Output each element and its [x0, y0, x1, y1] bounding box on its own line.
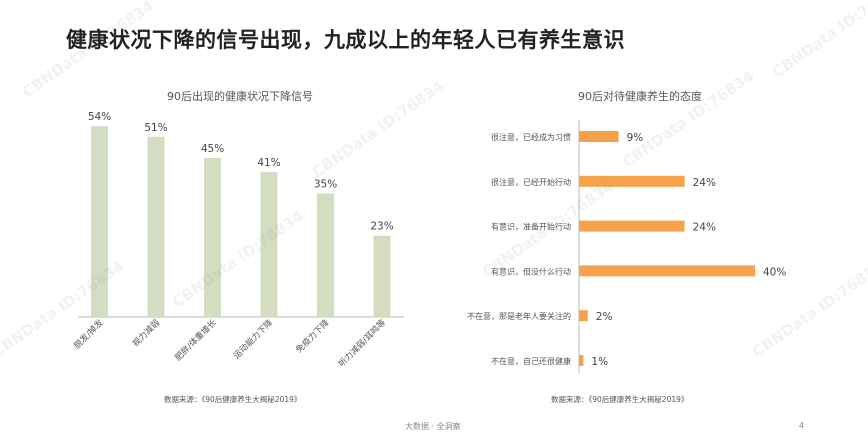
bar-value-label: 23%: [370, 221, 393, 233]
bar-2: [579, 220, 685, 232]
category-label: 不在意，自己还很健康: [491, 356, 571, 366]
bar-3: [579, 265, 755, 277]
bar-value-label: 40%: [763, 266, 786, 278]
category-label: 有意识，但没什么行动: [491, 266, 571, 276]
bar-1: [147, 136, 165, 317]
left-chart-source: 数据来源：《90后健康养生大揭秘2019》: [164, 395, 302, 404]
bar-value-label: 9%: [627, 132, 644, 144]
bar-value-label: 1%: [591, 356, 608, 368]
bar-4: [317, 193, 334, 317]
bar-0: [91, 126, 108, 317]
right-chart-title: 90后对待健康养生的态度: [578, 90, 702, 103]
category-label: 很注意，已经开始行动: [491, 177, 571, 187]
bar-5: [373, 235, 391, 317]
bar-2: [204, 158, 221, 317]
bar-3: [260, 172, 278, 317]
bar-value-label: 24%: [693, 177, 716, 189]
page-number: 4: [798, 421, 804, 430]
bar-5: [579, 355, 584, 366]
left-chart-title: 90后出现的健康状况下降信号: [167, 90, 313, 103]
right-chart-source: 数据来源：《90后健康养生大揭秘2019》: [551, 395, 689, 404]
bar-4: [579, 310, 588, 322]
bar-value-label: 45%: [201, 143, 224, 155]
bar-value-label: 51%: [144, 122, 167, 134]
footer-text: 大数据 · 全洞察: [405, 422, 461, 431]
slide-title: 健康状况下降的信号出现，九成以上的年轻人已有养生意识: [66, 28, 625, 52]
bar-value-label: 35%: [314, 178, 337, 190]
bar-value-label: 54%: [88, 111, 111, 123]
bar-value-label: 24%: [693, 222, 716, 234]
bar-0: [579, 131, 619, 142]
bar-value-label: 41%: [257, 157, 280, 169]
bar-value-label: 2%: [596, 311, 613, 323]
category-label: 有意识，准备开始行动: [491, 222, 571, 232]
bar-1: [579, 175, 685, 187]
category-label: 很注意，已经成为习惯: [491, 132, 571, 142]
category-label: 不在意，那是老年人要关注的: [467, 311, 571, 321]
